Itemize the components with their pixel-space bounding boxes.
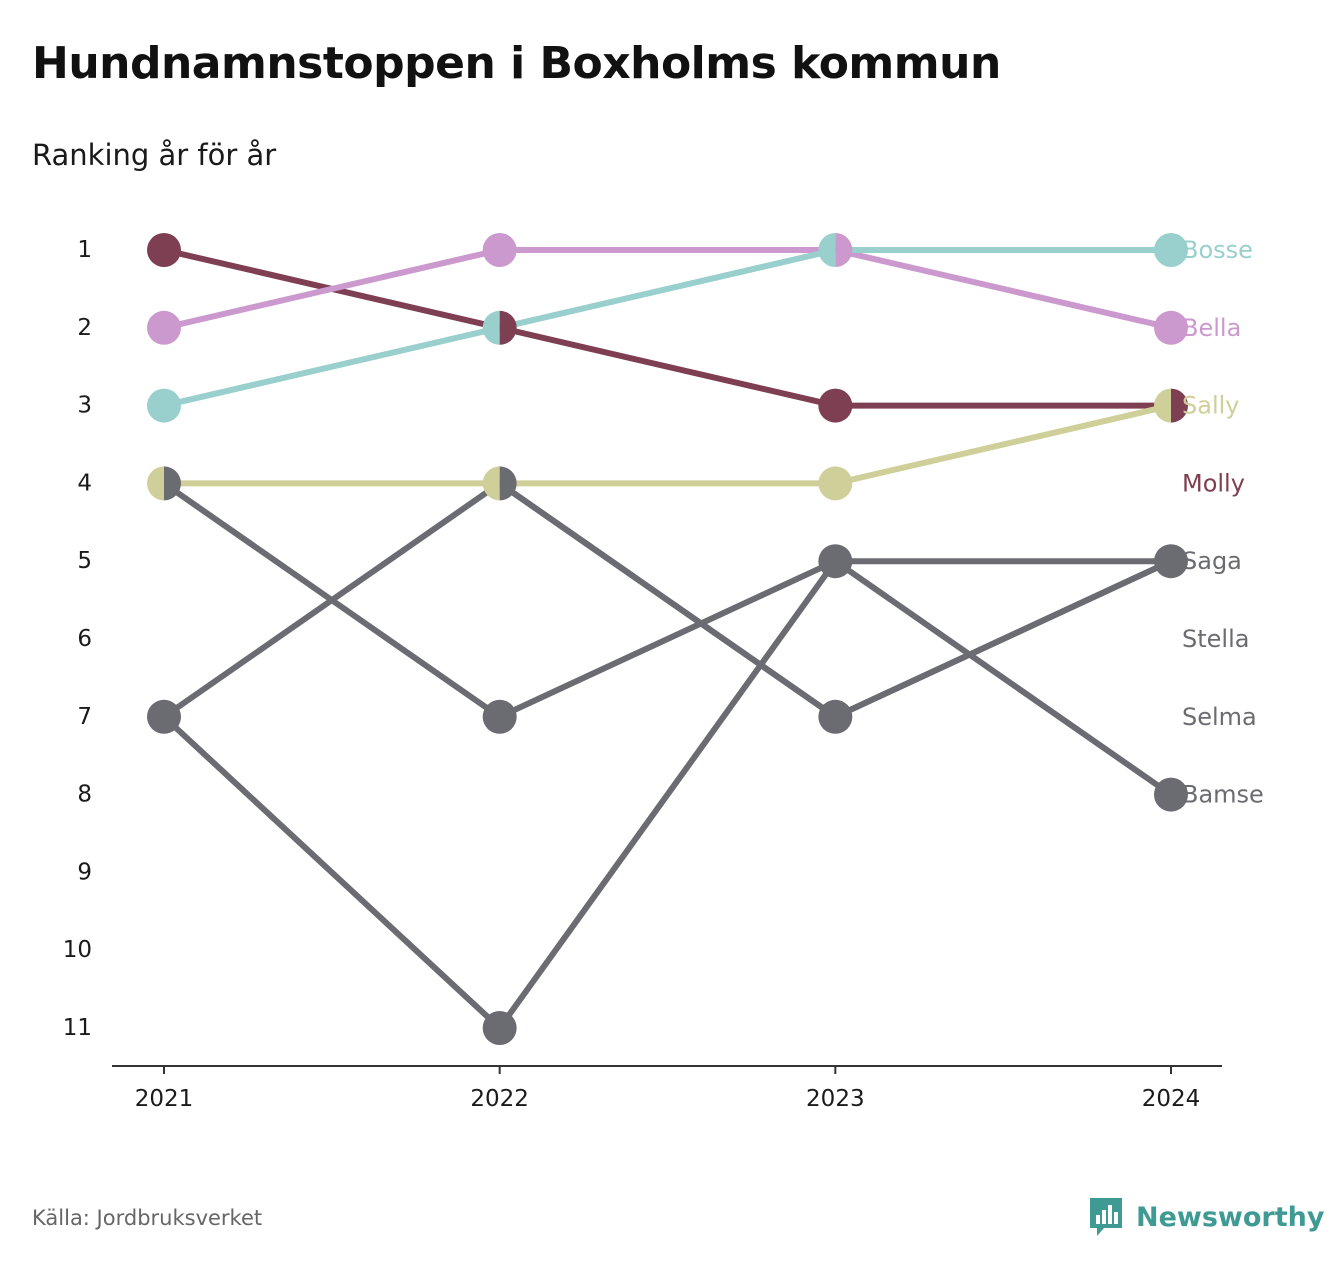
point-marker: [818, 544, 853, 579]
point-marker-left-half: [147, 466, 164, 501]
point-marker: [1154, 233, 1188, 267]
x-tick-label: 2024: [1142, 1086, 1201, 1112]
series-line-selma: [497, 480, 1173, 720]
point-marker-right-half: [1171, 388, 1188, 423]
point-marker-left-half: [482, 466, 500, 501]
bar-chart-speech-bubble-icon: [1090, 1198, 1122, 1236]
point-marker: [818, 699, 853, 734]
point-marker-right-half: [835, 233, 853, 267]
point-marker: [1154, 544, 1188, 579]
y-tick-label: 11: [63, 1015, 92, 1041]
brand-name: Newsworthy: [1136, 1201, 1325, 1233]
series-line-bella: [163, 247, 1172, 331]
end-label-bella: Bella: [1182, 314, 1241, 342]
end-label-molly: Molly: [1182, 469, 1245, 497]
series-line-bosse: [163, 247, 1171, 409]
point-marker: [482, 1011, 517, 1045]
point-marker: [147, 310, 181, 345]
y-tick-label: 10: [63, 937, 92, 963]
point-marker-right-half: [164, 466, 181, 501]
source-note: Källa: Jordbruksverket: [32, 1206, 263, 1230]
point-marker-right-half: [499, 310, 517, 345]
point-marker: [147, 699, 181, 734]
end-label-selma: Selma: [1182, 703, 1257, 731]
chart-subtitle: Ranking år för år: [32, 138, 277, 172]
bump-chart: 1 2 3 4 5 6 7 8 9 10 11 Bosse Bella Sally Molly Saga St…: [63, 233, 1264, 1112]
point-marker: [1154, 310, 1188, 345]
x-tick-label: 2022: [470, 1086, 529, 1112]
chart-title: Hundnamnstoppen i Boxholms kommun: [32, 38, 1001, 89]
end-label-stella: Stella: [1182, 625, 1249, 653]
point-marker: [818, 466, 853, 501]
brand-logo: Newsworthy: [1088, 1196, 1324, 1238]
point-marker-left-half: [818, 233, 836, 267]
end-label-bamse: Bamse: [1182, 781, 1264, 809]
series-line-molly: [163, 247, 1171, 409]
y-tick-label: 6: [77, 626, 92, 652]
end-label-bosse: Bosse: [1182, 236, 1253, 264]
point-marker-right-half: [499, 466, 517, 501]
point-marker: [482, 233, 517, 267]
series-line-sally: [164, 402, 1172, 487]
y-tick-label: 3: [77, 393, 92, 419]
series-markers: [147, 233, 1188, 1045]
point-marker: [482, 699, 517, 734]
x-tick-label: 2021: [135, 1086, 194, 1112]
y-tick-label: 8: [77, 782, 92, 808]
end-label-saga: Saga: [1182, 547, 1242, 575]
x-axis: 2021 2022 2023 2024: [112, 1065, 1222, 1112]
y-tick-label: 2: [77, 315, 92, 341]
y-tick-label: 9: [77, 859, 92, 885]
y-tick-label: 5: [77, 548, 92, 574]
point-marker-left-half: [482, 310, 500, 345]
point-marker-left-half: [1154, 388, 1171, 423]
y-tick-label: 1: [77, 237, 92, 263]
end-labels: Bosse Bella Sally Molly Saga Stella Selma Bamse: [1182, 236, 1264, 809]
y-tick-label: 7: [77, 704, 92, 730]
x-tick-label: 2023: [806, 1086, 865, 1112]
end-label-sally: Sally: [1182, 392, 1239, 420]
series-line-bamse: [162, 480, 1173, 798]
series-line-stella: [161, 558, 1171, 1031]
series-lines: [161, 247, 1173, 1031]
y-axis-ticks: 1 2 3 4 5 6 7 8 9 10 11: [63, 237, 92, 1041]
point-marker: [818, 388, 853, 423]
y-tick-label: 4: [77, 470, 92, 496]
point-marker: [147, 388, 181, 423]
point-marker: [1154, 777, 1188, 812]
point-marker: [147, 233, 181, 267]
